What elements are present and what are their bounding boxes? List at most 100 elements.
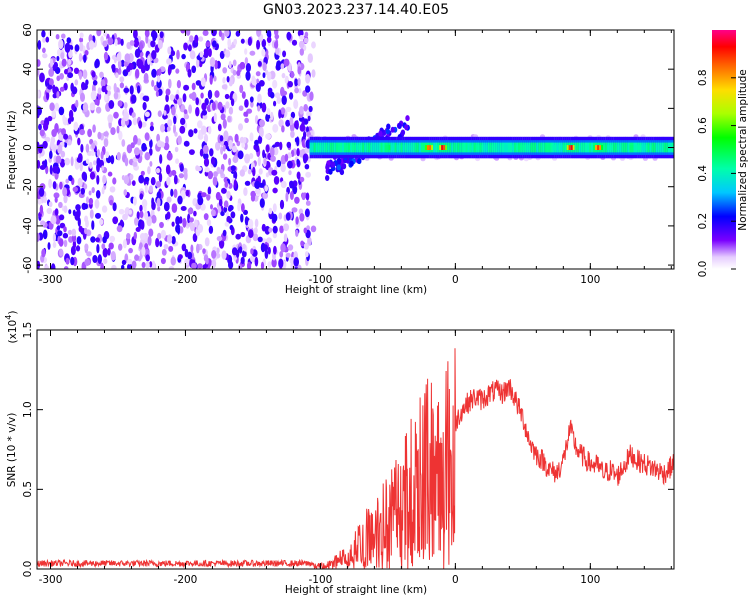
spectrogram-cell (134, 254, 140, 261)
spectrogram-cell (47, 115, 53, 122)
spectrogram-band-cell (396, 145, 399, 150)
spectrogram-band-cell (412, 145, 416, 150)
spectrogram-cell (255, 144, 260, 153)
spectrogram-cell (285, 252, 291, 258)
spectrogram-band-cell (402, 145, 405, 150)
spectrogram-band-cell (591, 145, 594, 150)
spectrogram-cell (47, 242, 51, 250)
spectrogram-cell (189, 35, 194, 43)
spectrogram-band-cell (408, 145, 411, 150)
colorbar-gradient (712, 30, 736, 269)
spectrogram-cell (113, 56, 117, 64)
spectrogram-cell (166, 152, 173, 161)
spectrogram-cell (91, 71, 96, 78)
spectrogram-cell (177, 225, 181, 235)
spectrogram-cell (126, 233, 131, 240)
spectrogram-cell (84, 258, 91, 266)
spectrogram-cell (76, 208, 81, 218)
spectrogram-band-cell (333, 145, 337, 150)
spectrogram-band-cell (315, 145, 318, 150)
spectrogram-cell (88, 40, 95, 50)
spectrogram-cell (144, 211, 149, 221)
spectrogram-cell (63, 82, 68, 91)
spectrogram-cell (189, 50, 196, 60)
spectrogram-cell (49, 150, 53, 159)
spectrogram-band-cell (587, 145, 590, 150)
spectrogram-band-cell (562, 145, 565, 150)
spectrogram-cell (282, 50, 287, 58)
spectrogram-cell (117, 100, 123, 107)
spectrogram-cell (155, 167, 161, 174)
spectrogram-cell (293, 99, 299, 110)
spectrogram-cell (283, 58, 290, 67)
spectrogram-cell (168, 266, 175, 269)
spectrogram-cell (279, 225, 284, 234)
spectrogram-cell (139, 242, 143, 250)
spectrogram-cell (221, 187, 227, 194)
spectrogram-cell (54, 196, 58, 203)
spectrogram-cell (279, 141, 283, 151)
spectrogram-cell (240, 38, 245, 44)
spectrogram-cell (39, 129, 45, 137)
spectrogram-cell (166, 126, 171, 132)
spectrogram-cell (141, 142, 147, 152)
spectrogram-cell (167, 46, 172, 55)
spectrogram-cell (278, 119, 284, 127)
spectrogram-band-cell (609, 145, 612, 150)
spectrogram-band-cell (473, 145, 476, 150)
spectrogram-cell (73, 67, 80, 75)
y-tick-label: 1.5 (22, 322, 34, 339)
spectrogram-cell (91, 142, 96, 150)
spectrogram-cell (140, 170, 145, 176)
spectrogram-cell (79, 41, 84, 52)
spectrogram-band-cell (647, 145, 650, 150)
spectrogram-cell (44, 159, 48, 168)
spectrogram-cell (52, 181, 57, 190)
spectrogram-band-cell (427, 145, 430, 150)
spectrogram-cell (276, 60, 282, 70)
spectrogram-band-cell (421, 145, 424, 150)
spectrogram-cell (96, 30, 102, 37)
spectrogram-cell (99, 71, 104, 79)
spectrogram-cell (140, 220, 145, 230)
spectrogram-band-cell (516, 145, 519, 150)
spectrogram-band-cell (338, 145, 341, 150)
colorbar-tick-label: 0.4 (697, 165, 709, 182)
spectrogram-band-cell (400, 145, 403, 150)
spectrogram-cell (78, 70, 83, 80)
spectrogram-cell (77, 217, 81, 227)
spectrogram-band-cell (536, 145, 539, 150)
spectrogram-cell (107, 171, 113, 177)
spectrogram-cell (87, 128, 92, 138)
spectrogram-band-cell (386, 145, 389, 150)
spectrogram-cell (70, 256, 75, 266)
spectrogram-cell (245, 63, 251, 73)
spectrogram-cell (74, 79, 79, 86)
spectrogram-cell (115, 72, 119, 79)
spectrogram-cell (244, 117, 249, 123)
spectrogram-cell (199, 148, 204, 157)
spectrogram-cell (171, 106, 176, 116)
spectrogram-cell (260, 261, 265, 269)
spectrogram-x-axis: -300 -200 -100 0 100 (39, 30, 672, 286)
spectrogram-band-cell (362, 145, 365, 150)
spectrogram-cell (77, 137, 81, 146)
spectrogram-band-cell (578, 145, 582, 150)
spectrogram-band-cell (655, 145, 658, 150)
spectrogram-cell (119, 76, 125, 83)
spectrogram-cell (95, 190, 101, 199)
spectrogram-cell (294, 78, 298, 87)
spectrogram-cell (254, 218, 259, 228)
spectrogram-cell (311, 41, 316, 49)
spectrogram-band-cell (481, 145, 484, 150)
spectrogram-cell (141, 199, 148, 208)
spectrogram-cell (57, 144, 63, 155)
spectrogram-cell (171, 236, 176, 245)
spectrogram-cell (194, 34, 199, 44)
spectrogram-band-cell (388, 145, 391, 150)
spectrogram-cell (224, 93, 230, 100)
spectrogram-band-cell (572, 145, 575, 150)
spectrogram-cell (161, 248, 167, 256)
spectrogram-cell (149, 125, 154, 132)
spectrogram-cell (136, 211, 140, 220)
